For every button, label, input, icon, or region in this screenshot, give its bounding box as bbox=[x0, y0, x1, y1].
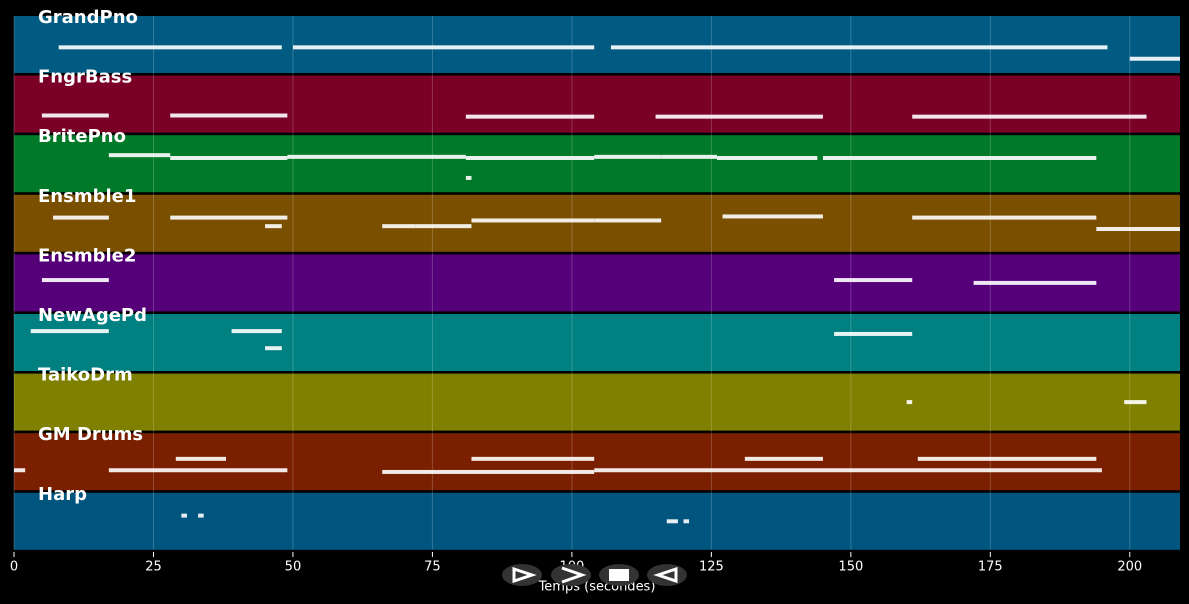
note bbox=[834, 278, 913, 283]
note bbox=[41, 278, 109, 283]
note bbox=[912, 215, 1097, 220]
track-label: GM Drums bbox=[38, 424, 143, 445]
track-label: FngrBass bbox=[38, 67, 132, 88]
track-lane bbox=[14, 314, 1180, 371]
note bbox=[265, 346, 282, 351]
note bbox=[181, 513, 187, 518]
note bbox=[594, 154, 662, 159]
note bbox=[14, 468, 26, 473]
x-tick-label: 200 bbox=[1117, 560, 1142, 575]
track-lane bbox=[14, 373, 1180, 431]
note bbox=[170, 215, 288, 220]
track-lane bbox=[14, 194, 1180, 252]
note bbox=[1096, 227, 1180, 231]
x-tick-label: 0 bbox=[10, 560, 18, 575]
note bbox=[41, 113, 109, 118]
back-button[interactable] bbox=[647, 564, 687, 586]
note bbox=[465, 156, 595, 160]
note bbox=[722, 214, 823, 219]
x-tick-label: 150 bbox=[838, 560, 863, 575]
note bbox=[58, 45, 282, 50]
note bbox=[594, 218, 662, 223]
note bbox=[917, 456, 1097, 461]
note bbox=[716, 156, 818, 160]
note bbox=[471, 218, 595, 223]
note bbox=[382, 469, 595, 474]
note bbox=[108, 153, 171, 158]
track-lane bbox=[14, 492, 1180, 550]
track-label: TaikoDrm bbox=[38, 365, 133, 386]
note bbox=[661, 154, 717, 159]
x-tick-label: 50 bbox=[285, 560, 302, 575]
note bbox=[265, 224, 282, 229]
note bbox=[610, 45, 1108, 50]
note bbox=[415, 224, 472, 229]
track-label: GrandPno bbox=[38, 7, 138, 28]
note bbox=[53, 215, 109, 220]
play-button[interactable] bbox=[502, 564, 542, 586]
note bbox=[1129, 56, 1180, 61]
note bbox=[912, 114, 1147, 119]
note bbox=[834, 331, 913, 336]
x-tick-label: 175 bbox=[978, 560, 1003, 575]
x-tick-label: 75 bbox=[424, 560, 441, 575]
track-lane bbox=[14, 433, 1180, 491]
note bbox=[471, 456, 595, 461]
note bbox=[198, 513, 204, 518]
note bbox=[231, 329, 282, 334]
note bbox=[30, 329, 109, 334]
note bbox=[170, 156, 288, 160]
track-label: Ensmble1 bbox=[38, 186, 136, 207]
note bbox=[973, 280, 1097, 285]
x-tick-label: 125 bbox=[699, 560, 724, 575]
track-label: Ensmble2 bbox=[38, 245, 136, 266]
x-tick-label: 25 bbox=[145, 560, 162, 575]
note bbox=[465, 175, 472, 180]
track-label: BritePno bbox=[38, 126, 126, 147]
track-lane bbox=[14, 75, 1180, 133]
note bbox=[666, 519, 678, 524]
note bbox=[828, 468, 1102, 473]
note bbox=[822, 156, 1097, 160]
note bbox=[292, 45, 595, 50]
note bbox=[1124, 400, 1147, 405]
note bbox=[683, 519, 690, 524]
note bbox=[382, 224, 416, 229]
note bbox=[170, 113, 288, 118]
note bbox=[175, 456, 226, 461]
stop-button[interactable] bbox=[599, 564, 639, 586]
note bbox=[744, 456, 823, 461]
note bbox=[287, 154, 466, 159]
note bbox=[465, 114, 595, 119]
note bbox=[906, 400, 913, 405]
track-lane bbox=[14, 16, 1180, 73]
note bbox=[655, 114, 823, 119]
forward-button[interactable] bbox=[551, 564, 591, 586]
note bbox=[594, 468, 829, 473]
track-label: Harp bbox=[38, 484, 87, 505]
track-label: NewAgePd bbox=[38, 305, 147, 326]
note bbox=[108, 468, 288, 473]
track-lane bbox=[14, 135, 1180, 193]
playback-controls bbox=[502, 564, 687, 586]
